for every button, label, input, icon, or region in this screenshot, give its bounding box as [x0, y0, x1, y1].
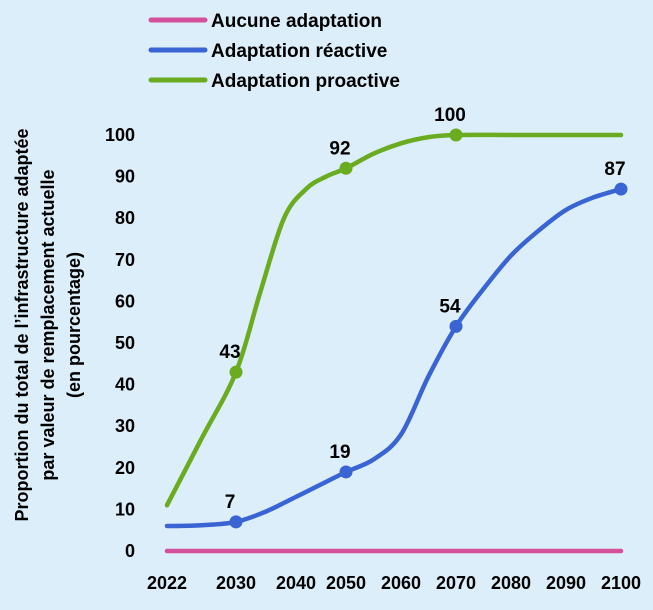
data-point-marker — [339, 161, 353, 175]
y-tick-label: 60 — [115, 291, 135, 311]
y-tick-label: 30 — [115, 416, 135, 436]
y-axis-title-line-3: (en pourcentage) — [64, 252, 84, 398]
series-line-2 — [164, 186, 624, 529]
data-label: 100 — [434, 105, 466, 126]
y-tick-label: 40 — [115, 375, 135, 395]
x-tick-labels: 2022 2030 2040 2050 2060 2070 2080 2090 2100 — [147, 573, 641, 593]
data-point-marker — [614, 182, 628, 196]
data-point-marker — [449, 319, 463, 333]
data-point-marker — [339, 465, 353, 479]
x-tick-label: 2022 — [147, 573, 187, 593]
data-label: 87 — [604, 159, 625, 180]
y-tick-label: 0 — [125, 541, 135, 561]
legend-entry: Adaptation proactive — [211, 71, 400, 92]
x-tick-label: 2040 — [276, 573, 316, 593]
y-tick-label: 90 — [115, 167, 135, 187]
data-point-marker — [229, 365, 243, 379]
data-point-marker — [229, 515, 243, 529]
legend: Aucune adaptation Adaptation réactive Adap… — [148, 11, 400, 92]
series-line-3 — [164, 132, 624, 508]
y-tick-label: 80 — [115, 208, 135, 228]
data-labels: 7 19 54 87 43 92 100 — [219, 105, 625, 513]
x-tick-label: 2070 — [436, 573, 476, 593]
y-tick-label: 20 — [115, 458, 135, 478]
x-tick-label: 2030 — [216, 573, 256, 593]
data-label: 7 — [225, 492, 236, 513]
data-markers — [229, 128, 628, 529]
y-tick-label: 50 — [115, 333, 135, 353]
legend-entry: Aucune adaptation — [211, 11, 382, 32]
x-tick-label: 2090 — [546, 573, 586, 593]
y-tick-label: 100 — [105, 125, 135, 145]
x-tick-label: 2100 — [601, 573, 641, 593]
y-axis-title-line-2: par valeur de remplacement actuelle — [38, 169, 58, 480]
y-axis-title: Proportion du total de l’infrastructure … — [12, 128, 84, 521]
legend-entry: Adaptation réactive — [211, 41, 387, 62]
y-axis-title-line-1: Proportion du total de l’infrastructure … — [12, 128, 32, 521]
data-point-marker — [449, 128, 463, 142]
x-tick-label: 2060 — [381, 573, 421, 593]
y-tick-label: 70 — [115, 250, 135, 270]
data-label: 92 — [329, 138, 350, 159]
data-label: 19 — [329, 442, 350, 463]
x-tick-label: 2080 — [491, 573, 531, 593]
data-label: 43 — [219, 342, 240, 363]
y-tick-label: 10 — [115, 499, 135, 519]
data-label: 54 — [439, 296, 461, 317]
y-tick-labels: 0 10 20 30 40 50 60 70 80 90 100 — [105, 125, 135, 561]
x-tick-label: 2050 — [326, 573, 366, 593]
